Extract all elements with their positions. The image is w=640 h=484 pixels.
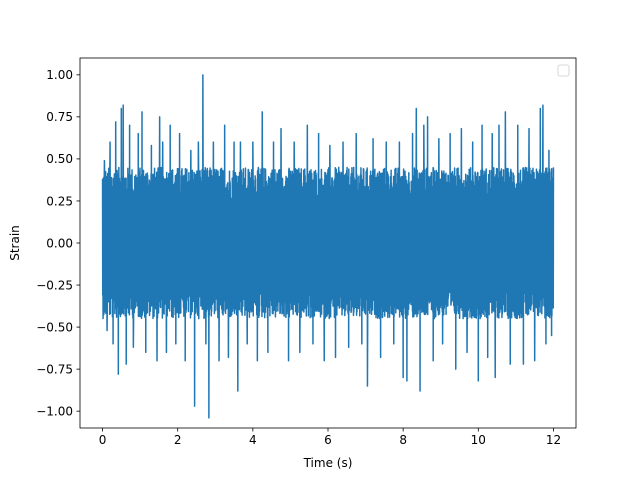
x-tick-label: 6	[324, 433, 332, 447]
y-tick-label: −1.00	[36, 404, 73, 418]
y-tick-label: 1.00	[46, 68, 73, 82]
plot-area	[101, 74, 555, 419]
x-tick-label: 4	[249, 433, 257, 447]
y-tick-label: 0.25	[46, 194, 73, 208]
x-tick-label: 10	[471, 433, 486, 447]
y-tick-label: 0.00	[46, 236, 73, 250]
y-tick-label: −0.25	[36, 278, 73, 292]
y-tick-label: 0.75	[46, 110, 73, 124]
x-axis-ticks: 0 2 4 6 8 10 12	[99, 428, 561, 447]
y-axis-ticks: −1.00 −0.75 −0.50 −0.25 0.00 0.25 0.50 0.75 1.00	[36, 68, 80, 418]
y-axis-label: Strain	[8, 225, 22, 261]
x-tick-label: 0	[99, 433, 107, 447]
y-tick-label: −0.50	[36, 320, 73, 334]
x-tick-label: 12	[546, 433, 561, 447]
x-axis-label: Time (s)	[303, 456, 353, 470]
y-tick-label: 0.50	[46, 152, 73, 166]
series-line	[101, 74, 555, 419]
x-tick-label: 8	[399, 433, 407, 447]
y-tick-label: −0.75	[36, 362, 73, 376]
x-tick-label: 2	[174, 433, 182, 447]
legend-box	[557, 64, 570, 77]
